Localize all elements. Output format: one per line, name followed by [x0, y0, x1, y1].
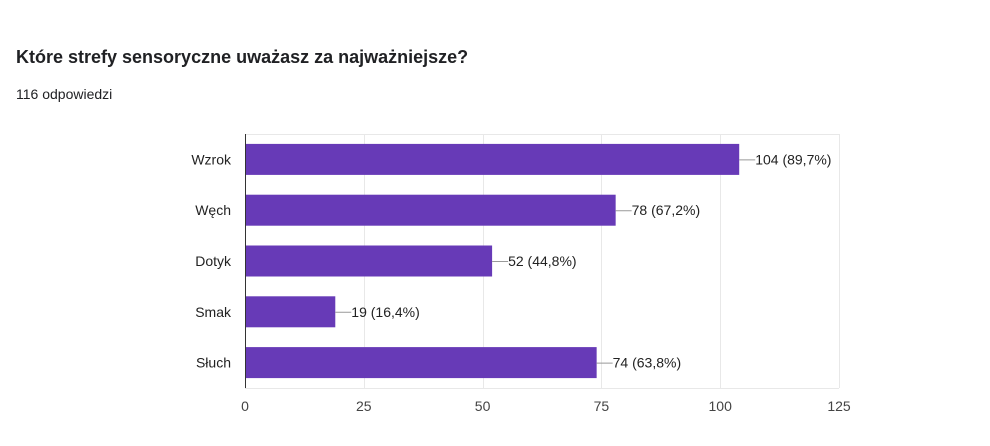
data-label-4: 74 (63,8%): [613, 355, 681, 371]
category-label-2: Dotyk: [195, 253, 232, 269]
bar-2: [245, 245, 493, 277]
x-tick-label-0: 0: [241, 398, 249, 414]
response-count: 116 odpowiedzi: [16, 86, 113, 102]
x-tick-label-100: 100: [709, 398, 733, 414]
data-label-3: 19 (16,4%): [351, 304, 419, 320]
bar-0: [245, 143, 740, 175]
data-label-2: 52 (44,8%): [508, 253, 576, 269]
x-tick-label-125: 125: [827, 398, 851, 414]
data-label-1: 78 (67,2%): [632, 202, 700, 218]
bar-1: [245, 194, 616, 226]
question-title: Które strefy sensoryczne uważasz za najw…: [16, 47, 469, 67]
category-label-4: Słuch: [196, 355, 231, 371]
bar-4: [245, 347, 597, 379]
category-label-3: Smak: [195, 304, 232, 320]
x-tick-label-25: 25: [356, 398, 372, 414]
bar-3: [245, 296, 336, 328]
x-tick-label-75: 75: [594, 398, 610, 414]
category-label-0: Wzrok: [191, 151, 232, 167]
category-label-1: Węch: [195, 202, 231, 218]
x-tick-label-50: 50: [475, 398, 491, 414]
data-label-0: 104 (89,7%): [755, 151, 831, 167]
